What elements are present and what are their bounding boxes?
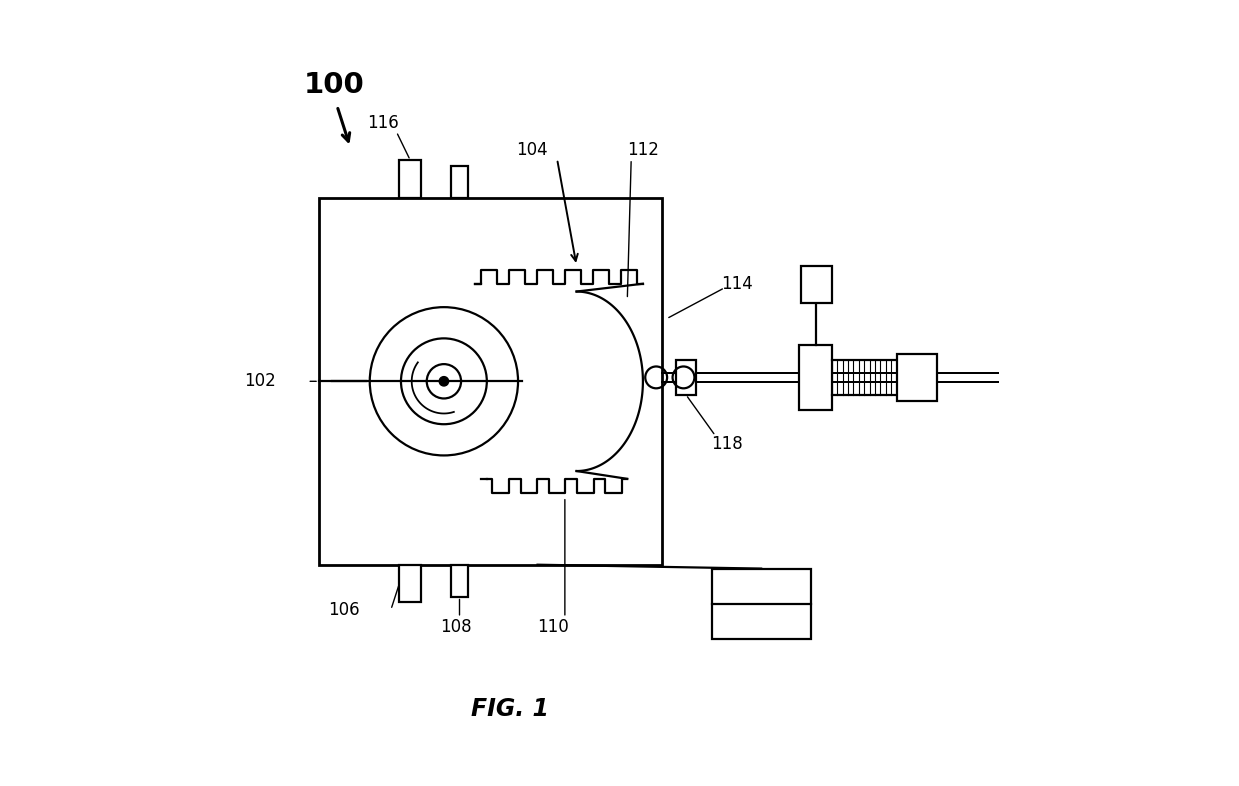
Bar bbox=[711, 568, 810, 639]
Circle shape bbox=[369, 307, 518, 455]
Bar bbox=[799, 344, 831, 410]
Text: 108: 108 bbox=[440, 618, 471, 636]
Bar bbox=[399, 564, 421, 602]
Text: 118: 118 bbox=[711, 435, 743, 453]
Circle shape bbox=[426, 364, 461, 399]
Text: 102: 102 bbox=[244, 373, 276, 391]
Text: 110: 110 bbox=[538, 618, 569, 636]
Text: 104: 104 bbox=[517, 141, 548, 159]
Text: FIG. 1: FIG. 1 bbox=[471, 697, 549, 721]
Circle shape bbox=[401, 338, 487, 424]
Bar bbox=[676, 360, 696, 395]
Text: 112: 112 bbox=[627, 141, 659, 159]
Text: 106: 106 bbox=[328, 601, 359, 619]
Text: 116: 116 bbox=[367, 113, 399, 131]
Text: 102: 102 bbox=[746, 612, 777, 630]
Bar bbox=[451, 166, 468, 198]
Text: 101: 101 bbox=[746, 577, 777, 595]
Bar bbox=[800, 266, 831, 303]
Bar bbox=[451, 564, 468, 597]
Bar bbox=[399, 160, 421, 198]
Bar bbox=[897, 354, 937, 401]
Text: 114: 114 bbox=[721, 275, 753, 292]
Bar bbox=[318, 198, 663, 564]
Circle shape bbox=[439, 376, 449, 386]
Text: 100: 100 bbox=[304, 71, 364, 99]
